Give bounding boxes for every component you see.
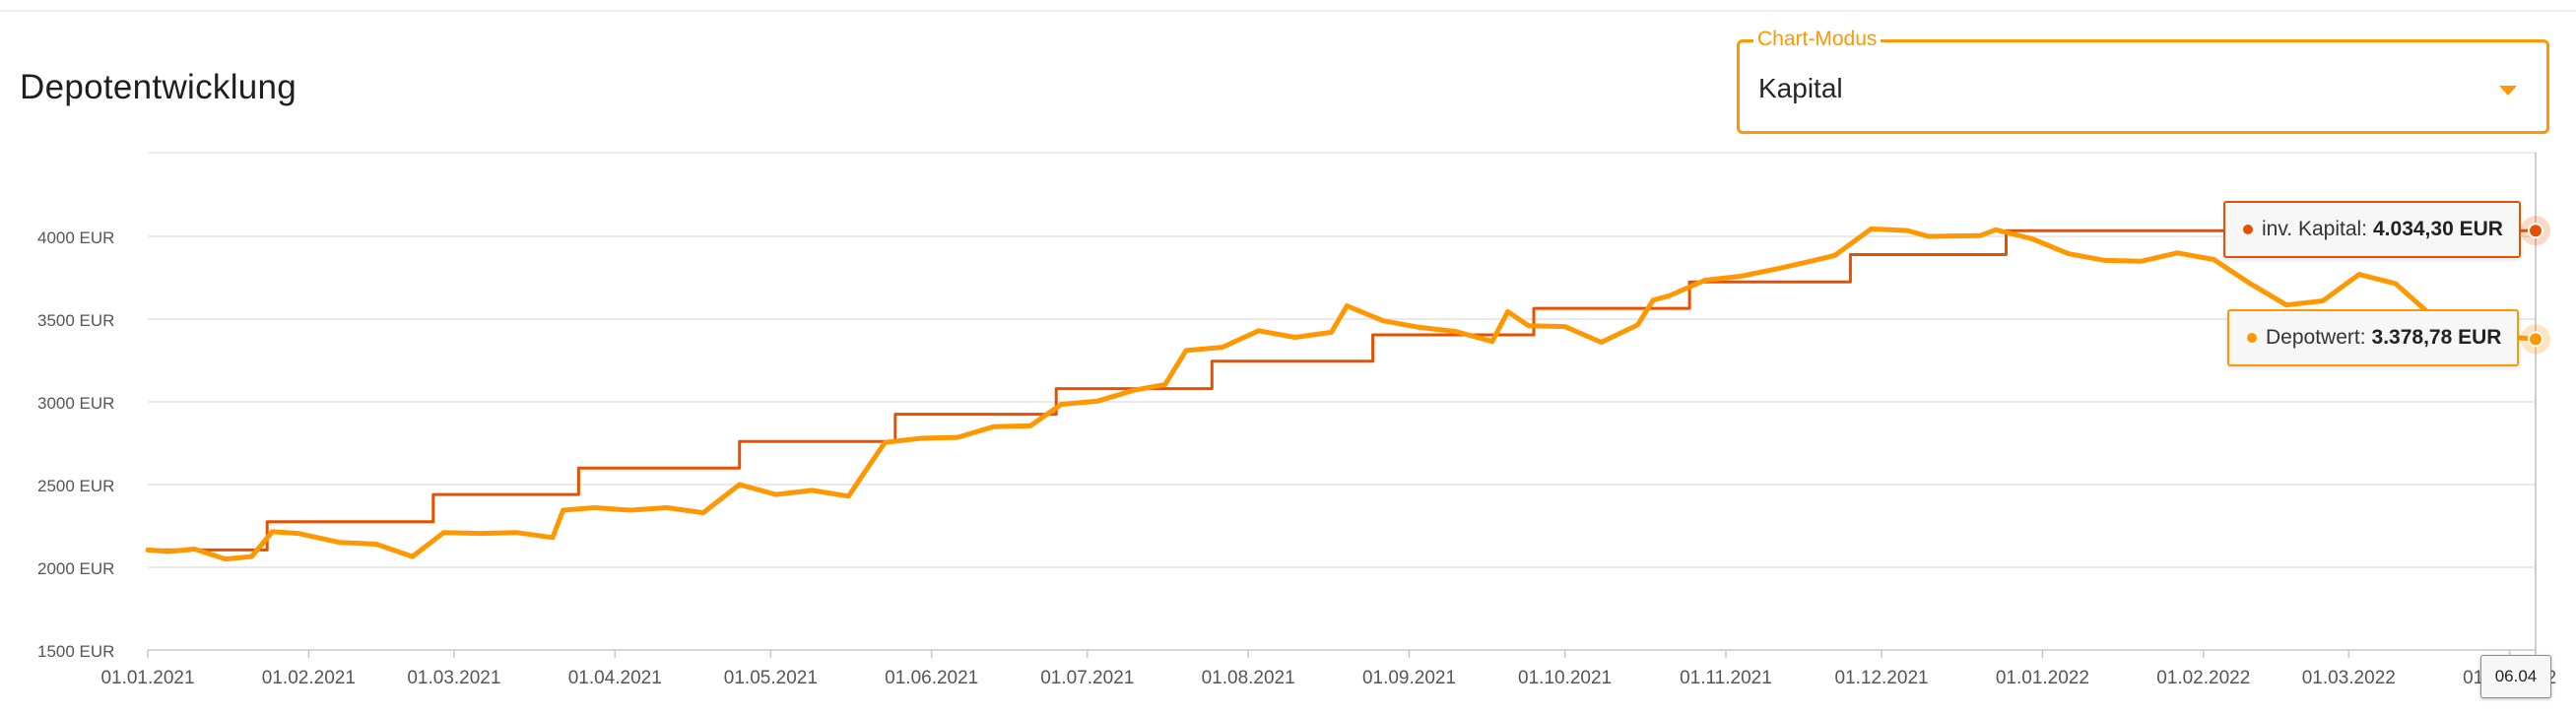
- kapital-tooltip: inv. Kapital: 4.034,30 EUR: [2223, 201, 2521, 258]
- y-tick-label: 4000 EUR: [37, 228, 114, 247]
- x-tick-label: 01.05.2021: [724, 668, 818, 688]
- x-axis-labels: 01.01.2021 01.02.2021 01.03.2021 01.04.2021…: [100, 668, 2556, 688]
- depot-tooltip-label: Depotwert:: [2266, 326, 2366, 349]
- y-tick-label: 2500 EUR: [37, 477, 114, 495]
- depot-tooltip-value: 3.378,78 EUR: [2371, 326, 2502, 349]
- x-tick-label: 01.07.2021: [1040, 668, 1134, 688]
- x-tick-label: 01.02.2022: [2156, 668, 2250, 688]
- top-divider: [0, 10, 2576, 12]
- x-tick-label: 01.10.2021: [1518, 668, 1612, 688]
- y-tick-label: 1500 EUR: [37, 642, 114, 661]
- x-tick-label: 01.02.2021: [262, 668, 356, 688]
- chart-mode-select[interactable]: Chart-Modus Kapital: [1737, 28, 2549, 134]
- x-tick-label: 01.04.2021: [568, 668, 662, 688]
- x-tick-label: 01.01.2022: [1996, 668, 2089, 688]
- y-axis-labels: 1500 EUR 2000 EUR 2500 EUR 3000 EUR 3500 EUR…: [37, 228, 114, 661]
- y-tick-label: 3000 EUR: [37, 394, 114, 413]
- hover-markers: [2506, 153, 2550, 656]
- x-tick-label: 01.08.2021: [1202, 668, 1295, 688]
- y-tick-label: 2000 EUR: [37, 559, 114, 578]
- depot-series-line: [145, 226, 2539, 562]
- x-tick-label: 01.06.2021: [885, 668, 978, 688]
- page-title: Depotentwicklung: [20, 68, 297, 106]
- x-tick-label: 01.01.2021: [100, 668, 194, 688]
- depot-hover-point: [2528, 331, 2543, 348]
- depot-tooltip: Depotwert: 3.378,78 EUR: [2227, 309, 2520, 366]
- kapital-legend-dot: [2243, 225, 2253, 234]
- kapital-tooltip-value: 4.034,30 EUR: [2373, 218, 2503, 240]
- kapital-series-line: [146, 228, 2538, 552]
- x-tick-label: 01.09.2021: [1362, 668, 1456, 688]
- depot-legend-dot: [2247, 333, 2257, 343]
- crosshair-date-badge: 06.04: [2480, 655, 2551, 698]
- chart-mode-label: Chart-Modus: [1753, 28, 1882, 51]
- chart-series: [145, 226, 2539, 562]
- x-tick-label: 01.12.2021: [1834, 668, 1928, 688]
- kapital-hover-point: [2528, 223, 2543, 239]
- kapital-tooltip-label: inv. Kapital:: [2262, 218, 2367, 240]
- chart-grid: [147, 152, 2536, 658]
- x-tick-label: 01.03.2021: [407, 668, 500, 688]
- x-tick-label: 01.11.2021: [1680, 668, 1772, 688]
- x-tick-label: 01.03.2022: [2302, 668, 2396, 688]
- chart-mode-value: Kapital: [1758, 73, 1843, 103]
- chevron-down-icon[interactable]: [2499, 86, 2517, 96]
- y-tick-label: 3500 EUR: [37, 311, 114, 330]
